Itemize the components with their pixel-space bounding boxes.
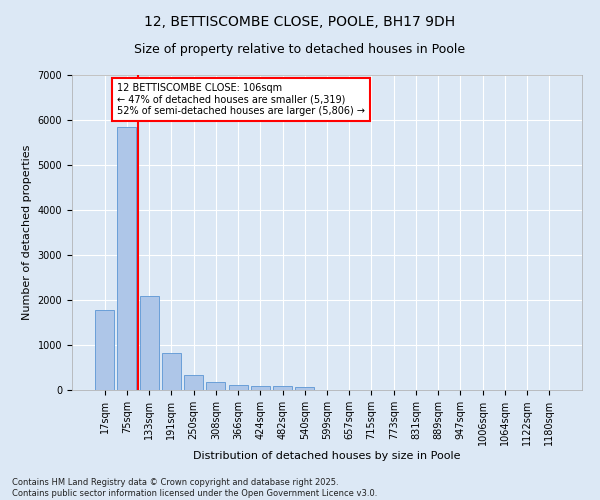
Bar [140,296,158,390]
Bar [273,386,292,390]
Bar [295,387,314,390]
Bar [251,386,270,390]
Bar [118,126,136,390]
Text: 12 BETTISCOMBE CLOSE: 106sqm
← 47% of detached houses are smaller (5,319)
52% of: 12 BETTISCOMBE CLOSE: 106sqm ← 47% of de… [117,83,365,116]
Bar [184,374,203,390]
Text: Size of property relative to detached houses in Poole: Size of property relative to detached ho… [134,42,466,56]
Bar [229,385,248,390]
Bar [206,382,225,390]
Text: 12, BETTISCOMBE CLOSE, POOLE, BH17 9DH: 12, BETTISCOMBE CLOSE, POOLE, BH17 9DH [145,15,455,29]
Y-axis label: Number of detached properties: Number of detached properties [22,145,32,320]
Bar [162,353,181,390]
X-axis label: Distribution of detached houses by size in Poole: Distribution of detached houses by size … [193,451,461,461]
Bar [95,310,114,390]
Text: Contains HM Land Registry data © Crown copyright and database right 2025.
Contai: Contains HM Land Registry data © Crown c… [12,478,377,498]
